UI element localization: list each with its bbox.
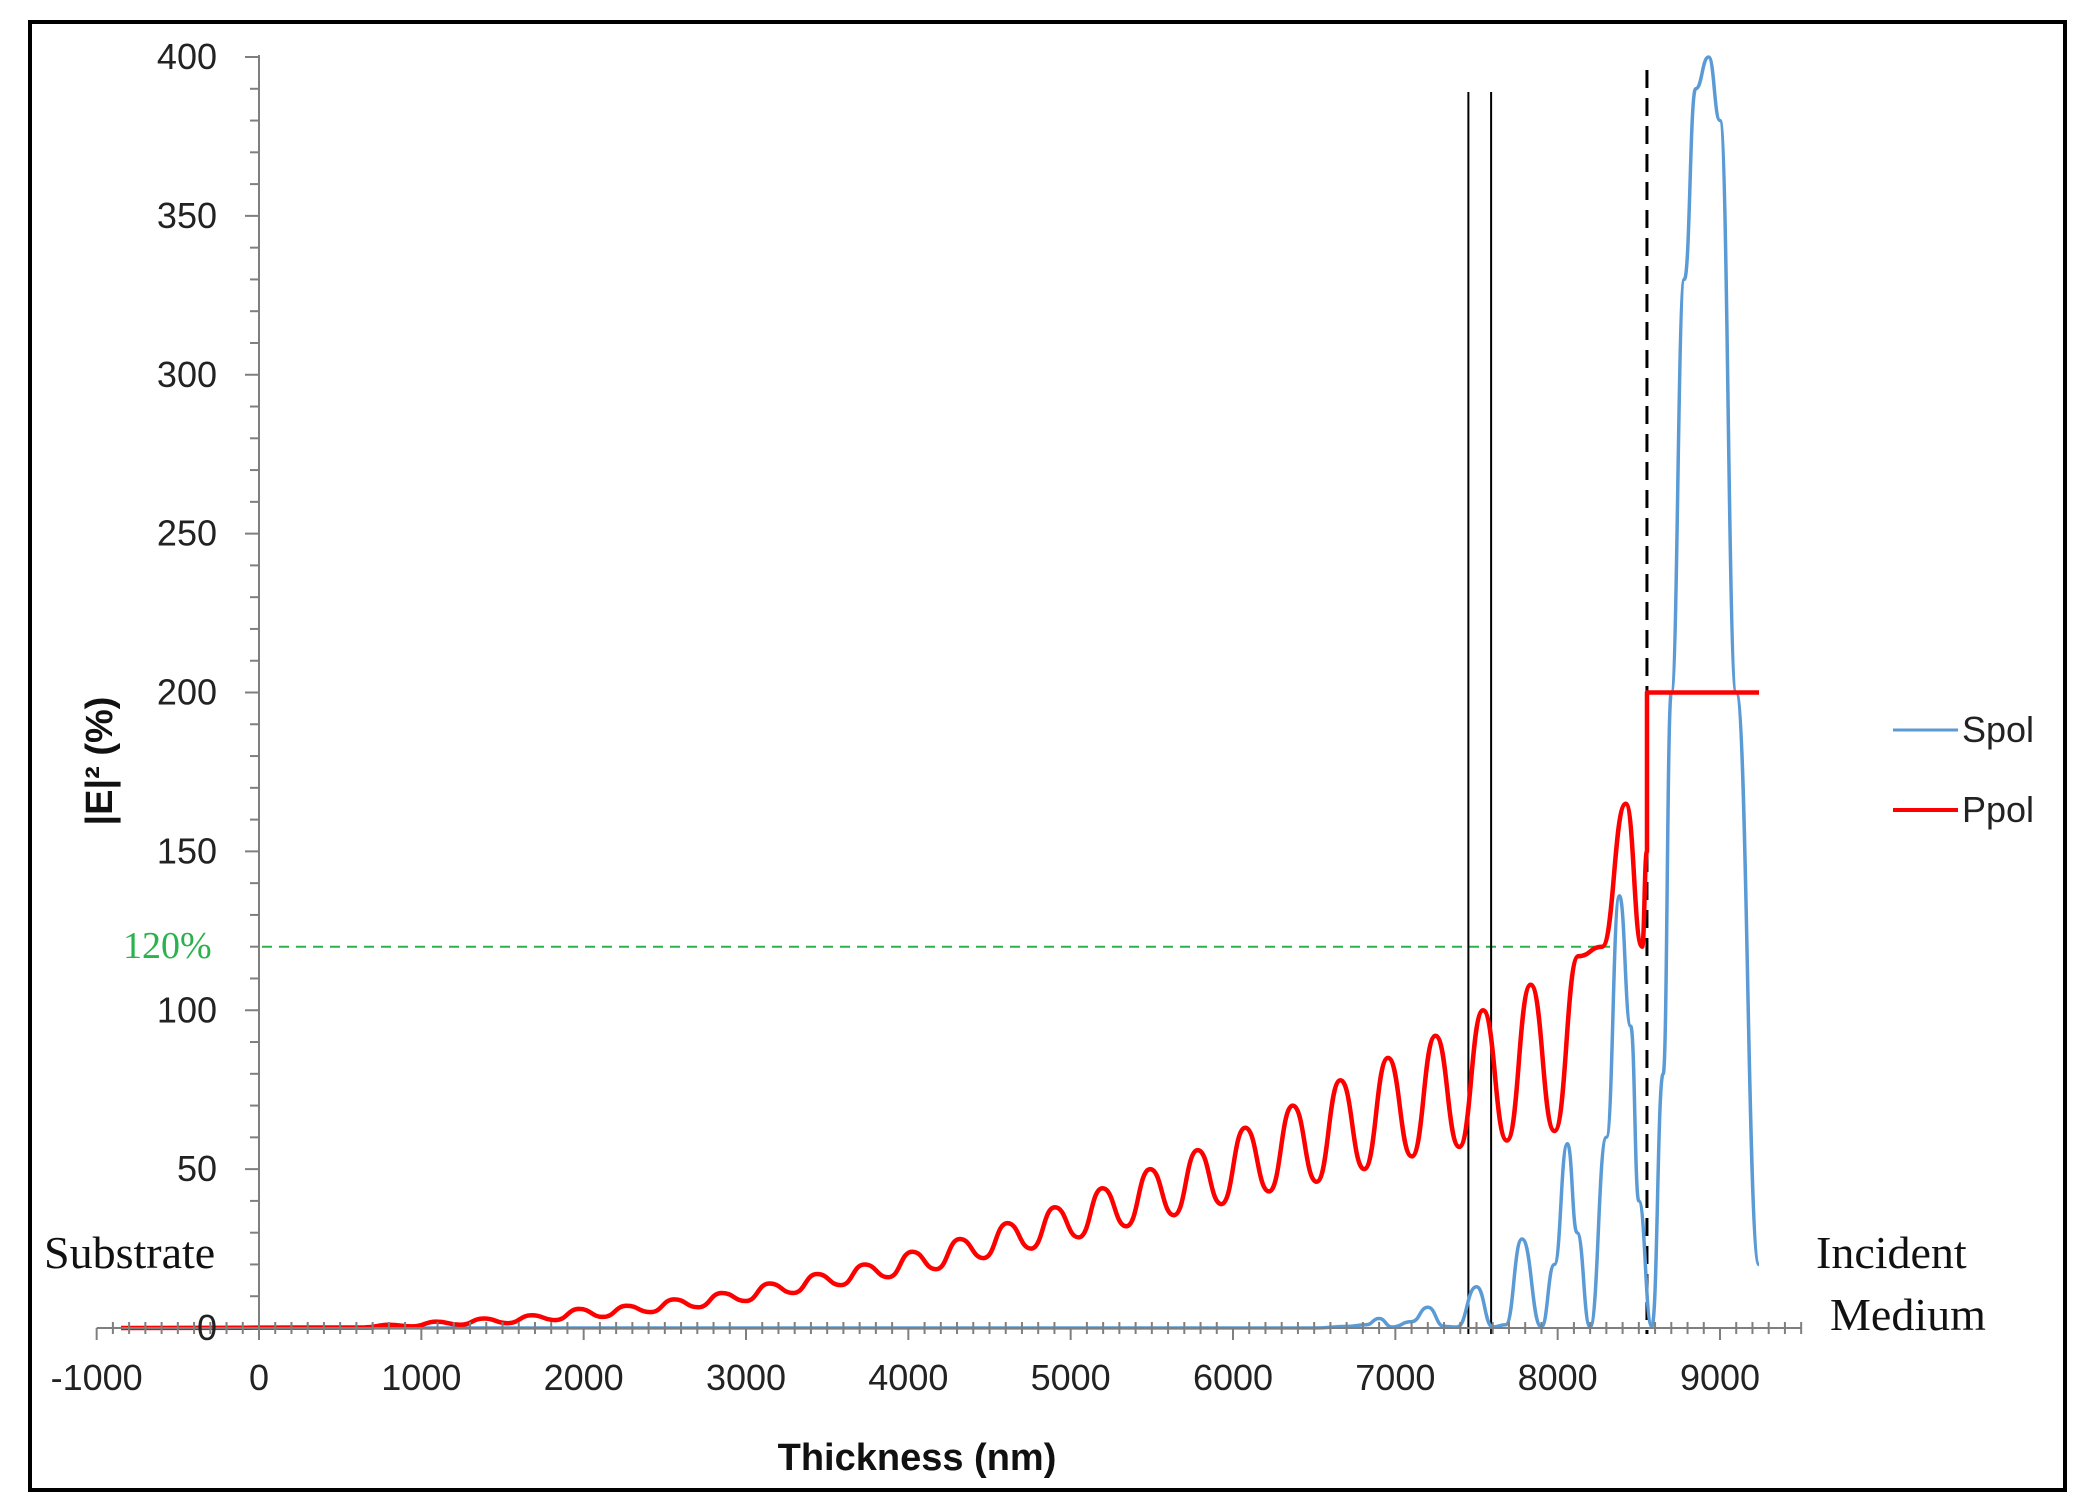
- legend-label-ppol: Ppol: [1962, 789, 2034, 830]
- chart-border: [28, 20, 2067, 1492]
- y-axis-title: |E|² (%): [79, 697, 121, 826]
- x-tick-label: -1000: [51, 1357, 143, 1398]
- series-line-ppol: [120, 690, 1759, 1331]
- x-tick-label: 8000: [1518, 1357, 1598, 1398]
- x-tick-label: 0: [249, 1357, 269, 1398]
- y-tick-label: 300: [157, 354, 217, 395]
- x-tick-label: 7000: [1355, 1357, 1435, 1398]
- substrate-label: Substrate: [44, 1227, 215, 1278]
- axes: 0 50 100 150 200 250 300 350 400 -1000 0 1000 2000 30…: [51, 36, 1803, 1398]
- legend-label-spol: Spol: [1962, 709, 2034, 750]
- x-tick-label: 2000: [544, 1357, 624, 1398]
- x-tick-label: 5000: [1031, 1357, 1111, 1398]
- y-tick-label: 350: [157, 195, 217, 236]
- y-tick-label: 200: [157, 672, 217, 713]
- x-tick-label: 6000: [1193, 1357, 1273, 1398]
- y-tick-label: 100: [157, 989, 217, 1030]
- y-tick-label: 0: [197, 1307, 217, 1348]
- percent-120-label: 120%: [123, 925, 212, 967]
- legend: Spol Ppol: [1893, 709, 2034, 830]
- x-tick-label: 4000: [868, 1357, 948, 1398]
- y-tick-label: 250: [157, 513, 217, 554]
- y-tick-label: 50: [177, 1148, 217, 1189]
- y-tick-label: 150: [157, 830, 217, 871]
- incident-label-line2: Medium: [1830, 1289, 1986, 1340]
- x-tick-label: 9000: [1680, 1357, 1760, 1398]
- x-tick-label: 1000: [381, 1357, 461, 1398]
- incident-label-line1: Incident: [1816, 1227, 1967, 1278]
- y-tick-label: 400: [157, 36, 217, 77]
- x-tick-label: 3000: [706, 1357, 786, 1398]
- x-axis-title: Thickness (nm): [778, 1437, 1057, 1479]
